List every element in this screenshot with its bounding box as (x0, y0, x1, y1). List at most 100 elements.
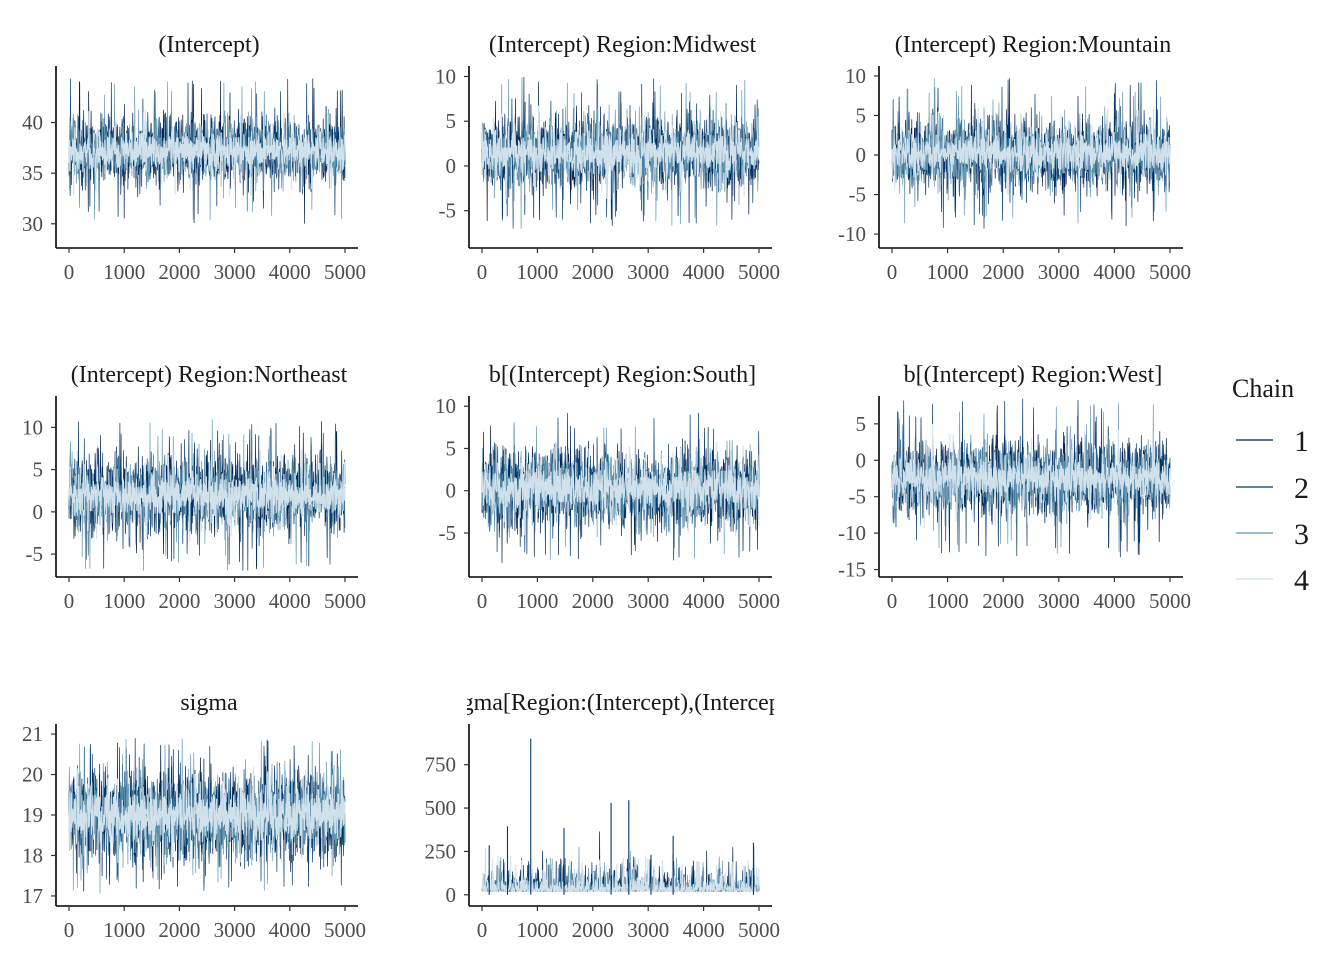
chain-4-trace (68, 449, 346, 542)
y-tick-label: 17 (22, 884, 43, 908)
y-tick-label: 10 (435, 64, 456, 88)
trace-panel: (Intercept) Region:Midwest -5 0 5 10 0 1000 200… (435, 32, 780, 284)
y-tick-label: 5 (856, 412, 867, 436)
y-tick-label: 250 (425, 839, 457, 863)
legend-title: Chain (1232, 374, 1294, 403)
x-tick-label: 5000 (1149, 260, 1191, 284)
panel-title: Sigma[Region:(Intercept),(Intercept)] (442, 690, 804, 716)
panel-title: sigma (180, 690, 238, 716)
chain-4-trace (68, 766, 346, 864)
trace-lines (891, 398, 1171, 558)
panel-title: b[(Intercept) Region:South] (489, 362, 756, 388)
x-tick-label: 5000 (1149, 589, 1191, 613)
x-tick-label: 5000 (738, 589, 780, 613)
x-tick-label: 5000 (738, 260, 780, 284)
x-tick-label: 2000 (572, 918, 614, 942)
x-tick-label: 0 (477, 918, 488, 942)
x-tick-label: 4000 (683, 589, 725, 613)
x-tick-label: 2000 (158, 260, 200, 284)
y-tick-label: 500 (425, 796, 457, 820)
y-tick-label: -5 (439, 199, 457, 223)
x-tick-label: 2000 (982, 589, 1024, 613)
y-tick-label: 0 (446, 883, 457, 907)
trace-panel: (Intercept) 30 35 40 0 1000 2000 3000 4000 5000 (22, 32, 366, 284)
y-tick-label: 21 (22, 722, 43, 746)
chain-4-trace (891, 107, 1171, 195)
chain-4-trace (891, 423, 1171, 529)
y-tick-label: 5 (33, 458, 44, 482)
x-tick-label: 4000 (269, 260, 311, 284)
panel-title: (Intercept) Region:Midwest (489, 32, 757, 58)
y-tick-label: 5 (856, 103, 867, 127)
x-tick-label: 3000 (627, 918, 669, 942)
legend-label-1: 1 (1294, 425, 1309, 458)
y-tick-label: 0 (446, 154, 457, 178)
trace-lines (481, 412, 760, 563)
chain-3-trace (68, 738, 346, 894)
x-tick-label: 3000 (214, 589, 256, 613)
x-tick-label: 3000 (214, 260, 256, 284)
y-tick-label: 5 (446, 109, 457, 133)
y-tick-label: -10 (838, 222, 866, 246)
y-tick-label: 0 (856, 143, 867, 167)
y-tick-label: -5 (849, 485, 867, 509)
panel-title: b[(Intercept) Region:West] (904, 362, 1163, 388)
y-tick-label: 18 (22, 843, 43, 867)
chain-4-trace (481, 441, 760, 537)
y-tick-label: 0 (33, 500, 44, 524)
x-tick-label: 4000 (1093, 589, 1135, 613)
x-tick-label: 0 (64, 918, 75, 942)
x-tick-label: 1000 (516, 260, 558, 284)
trace-panel: Sigma[Region:(Intercept),(Intercept)] 0 25… (425, 690, 804, 942)
y-tick-label: -5 (439, 521, 457, 545)
x-tick-label: 4000 (269, 589, 311, 613)
y-tick-label: 5 (446, 436, 457, 460)
x-tick-label: 5000 (324, 260, 366, 284)
y-tick-label: 10 (845, 64, 866, 88)
x-tick-label: 0 (64, 589, 75, 613)
y-tick-label: 35 (22, 161, 43, 185)
trace-panel: sigma 17 18 19 20 21 0 1000 2000 3000 4000 5000 (22, 690, 366, 942)
legend: Chain 1 2 3 4 (1232, 374, 1309, 597)
y-tick-label: -5 (26, 542, 44, 566)
legend-entry: 3 (1236, 518, 1309, 551)
x-tick-label: 5000 (324, 589, 366, 613)
panel-title: (Intercept) Region:Northeast (71, 362, 348, 388)
x-tick-label: 1000 (927, 260, 969, 284)
x-tick-label: 4000 (1093, 260, 1135, 284)
chain-4-trace (481, 105, 760, 200)
panel-title: (Intercept) Region:Mountain (895, 32, 1172, 58)
y-tick-label: 10 (22, 415, 43, 439)
legend-entry: 4 (1236, 564, 1309, 597)
x-tick-label: 2000 (982, 260, 1024, 284)
y-tick-label: 20 (22, 763, 43, 787)
x-tick-label: 3000 (1038, 589, 1080, 613)
x-tick-label: 0 (64, 260, 75, 284)
x-tick-label: 4000 (683, 918, 725, 942)
chain-4-trace (68, 105, 346, 197)
y-tick-label: 0 (446, 479, 457, 503)
y-tick-label: -15 (838, 558, 866, 582)
y-tick-label: 750 (425, 753, 457, 777)
x-tick-label: 2000 (158, 918, 200, 942)
x-tick-label: 5000 (738, 918, 780, 942)
legend-label-4: 4 (1294, 564, 1309, 597)
x-tick-label: 3000 (627, 589, 669, 613)
trace-panel: (Intercept) Region:Mountain -10 -5 0 5 10 0 100… (838, 32, 1191, 284)
x-tick-label: 0 (887, 589, 898, 613)
trace-lines (68, 418, 346, 571)
x-tick-label: 0 (477, 260, 488, 284)
x-tick-label: 5000 (324, 918, 366, 942)
y-tick-label: 30 (22, 212, 43, 236)
trace-lines (481, 738, 760, 895)
x-tick-label: 3000 (627, 260, 669, 284)
chain-4-trace (481, 847, 760, 892)
y-tick-label: 0 (856, 448, 867, 472)
y-tick-label: -5 (849, 183, 867, 207)
x-tick-label: 1000 (103, 589, 145, 613)
trace-lines (481, 76, 760, 229)
trace-lines (68, 738, 346, 894)
x-tick-label: 0 (887, 260, 898, 284)
